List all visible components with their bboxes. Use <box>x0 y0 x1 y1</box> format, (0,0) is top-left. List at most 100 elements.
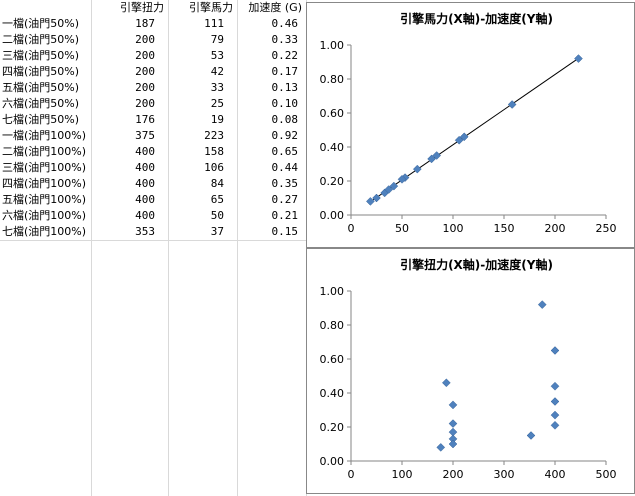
x-tick-label: 100 <box>443 222 464 235</box>
acceleration-cell[interactable]: 0.21 <box>271 209 299 222</box>
horsepower-cell[interactable]: 65 <box>210 193 224 206</box>
data-point <box>459 132 469 142</box>
horsepower-cell[interactable]: 42 <box>210 65 224 78</box>
chart-svg: 引擎馬力(X軸)-加速度(Y軸) 0.00 0.20 0.40 0.60 0.80 1.00… <box>320 11 617 235</box>
y-tick-label: 0.80 <box>320 319 345 332</box>
torque-cell[interactable]: 400 <box>135 209 155 222</box>
data-point <box>550 346 560 355</box>
y-tick-label: 0.20 <box>320 421 345 434</box>
torque-cell[interactable]: 200 <box>135 65 155 78</box>
horsepower-cell[interactable]: 84 <box>210 177 224 190</box>
horsepower-cell[interactable]: 53 <box>210 49 224 62</box>
horsepower-cell[interactable]: 19 <box>210 113 224 126</box>
torque-cell[interactable]: 353 <box>135 225 155 238</box>
data-point <box>550 397 560 406</box>
acceleration-cell[interactable]: 0.46 <box>271 17 299 30</box>
torque-cell[interactable]: 400 <box>135 193 155 206</box>
grid-column-line <box>168 0 169 496</box>
acceleration-cell[interactable]: 0.17 <box>271 65 299 78</box>
header-cell[interactable]: 加速度 (G) <box>248 1 302 14</box>
data-point <box>550 420 560 430</box>
horsepower-cell[interactable]: 79 <box>210 33 224 46</box>
y-tick-label: 0.40 <box>320 387 345 400</box>
horsepower-cell[interactable]: 37 <box>210 225 224 238</box>
acceleration-cell[interactable]: 0.13 <box>271 81 299 94</box>
row-label-cell[interactable]: 三檔(油門100%) <box>2 161 87 174</box>
acceleration-cell[interactable]: 0.44 <box>271 161 299 174</box>
acceleration-cell[interactable]: 0.10 <box>271 97 299 110</box>
torque-cell[interactable]: 400 <box>135 177 155 190</box>
data-point <box>448 439 458 449</box>
data-point <box>436 443 446 452</box>
x-tick-label: 100 <box>392 468 413 481</box>
row-label-cell[interactable]: 五檔(油門100%) <box>2 193 87 206</box>
horsepower-cell[interactable]: 106 <box>204 161 224 174</box>
horsepower-cell[interactable]: 25 <box>210 97 224 110</box>
data-point <box>448 419 458 428</box>
torque-cell[interactable]: 200 <box>135 49 155 62</box>
horsepower-cell[interactable]: 223 <box>204 129 224 142</box>
data-point <box>537 300 547 309</box>
row-label-cell[interactable]: 七檔(油門100%) <box>2 225 87 238</box>
acceleration-cell[interactable]: 0.15 <box>271 225 299 238</box>
acceleration-cell[interactable]: 0.65 <box>271 145 299 158</box>
torque-cell[interactable]: 176 <box>135 113 155 126</box>
acceleration-cell[interactable]: 0.33 <box>271 33 299 46</box>
row-label-cell[interactable]: 四檔(油門50%) <box>2 65 80 78</box>
torque-cell[interactable]: 187 <box>135 17 155 30</box>
row-label-cell[interactable]: 一檔(油門100%) <box>2 129 87 142</box>
header-cell[interactable]: 引擎馬力 <box>189 1 233 14</box>
data-point <box>427 154 436 164</box>
grid-row-line <box>0 240 306 241</box>
data-point <box>526 431 536 440</box>
row-label-cell[interactable]: 六檔(油門50%) <box>2 97 80 110</box>
data-point <box>384 185 394 194</box>
x-tick-label: 200 <box>545 222 566 235</box>
chart-horsepower-acceleration[interactable]: 引擎馬力(X軸)-加速度(Y軸) 0.00 0.20 0.40 0.60 0.80 1.00… <box>306 2 635 248</box>
data-point <box>454 135 464 145</box>
chart-title: 引擎馬力(X軸)-加速度(Y軸) <box>400 11 553 26</box>
torque-cell[interactable]: 400 <box>135 161 155 174</box>
x-tick-label: 0 <box>348 222 355 235</box>
acceleration-cell[interactable]: 0.08 <box>271 113 299 126</box>
row-label-cell[interactable]: 六檔(油門100%) <box>2 209 87 222</box>
row-label-cell[interactable]: 三檔(油門50%) <box>2 49 80 62</box>
row-label-cell[interactable]: 七檔(油門50%) <box>2 113 80 126</box>
row-label-cell[interactable]: 四檔(油門100%) <box>2 177 87 190</box>
data-point <box>550 410 560 420</box>
horsepower-cell[interactable]: 111 <box>204 17 224 30</box>
torque-cell[interactable]: 200 <box>135 81 155 94</box>
y-tick-label: 0.00 <box>320 209 345 222</box>
data-point <box>574 54 583 63</box>
y-tick-label: 0.60 <box>320 353 345 366</box>
row-label-cell[interactable]: 五檔(油門50%) <box>2 81 80 94</box>
row-label-cell[interactable]: 一檔(油門50%) <box>2 17 80 30</box>
chart-torque-acceleration[interactable]: 引擎扭力(X軸)-加速度(Y軸) 0.00 0.20 0.40 0.60 0.80 1.00… <box>306 248 635 494</box>
header-cell[interactable]: 引擎扭力 <box>120 1 164 14</box>
data-point <box>389 181 399 191</box>
data-point <box>412 164 422 174</box>
acceleration-cell[interactable]: 0.92 <box>271 129 299 142</box>
acceleration-cell[interactable]: 0.22 <box>271 49 299 62</box>
x-tick-label: 250 <box>596 222 617 235</box>
horsepower-cell[interactable]: 33 <box>210 81 224 94</box>
acceleration-cell[interactable]: 0.27 <box>271 193 299 206</box>
data-point <box>372 193 381 203</box>
horsepower-cell[interactable]: 158 <box>204 145 224 158</box>
row-label-cell[interactable]: 二檔(油門100%) <box>2 145 87 158</box>
data-point <box>448 400 458 410</box>
data-point <box>507 100 517 109</box>
row-label-cell[interactable]: 二檔(油門50%) <box>2 33 80 46</box>
horsepower-cell[interactable]: 50 <box>210 209 224 222</box>
torque-cell[interactable]: 200 <box>135 33 155 46</box>
torque-cell[interactable]: 375 <box>135 129 155 142</box>
chart-title: 引擎扭力(X軸)-加速度(Y軸) <box>400 257 553 272</box>
x-tick-label: 50 <box>395 222 409 235</box>
torque-cell[interactable]: 400 <box>135 145 155 158</box>
y-tick-label: 0.40 <box>320 141 345 154</box>
acceleration-cell[interactable]: 0.35 <box>271 177 299 190</box>
grid-column-line <box>237 0 238 496</box>
y-tick-label: 0.80 <box>320 73 345 86</box>
torque-cell[interactable]: 200 <box>135 97 155 110</box>
